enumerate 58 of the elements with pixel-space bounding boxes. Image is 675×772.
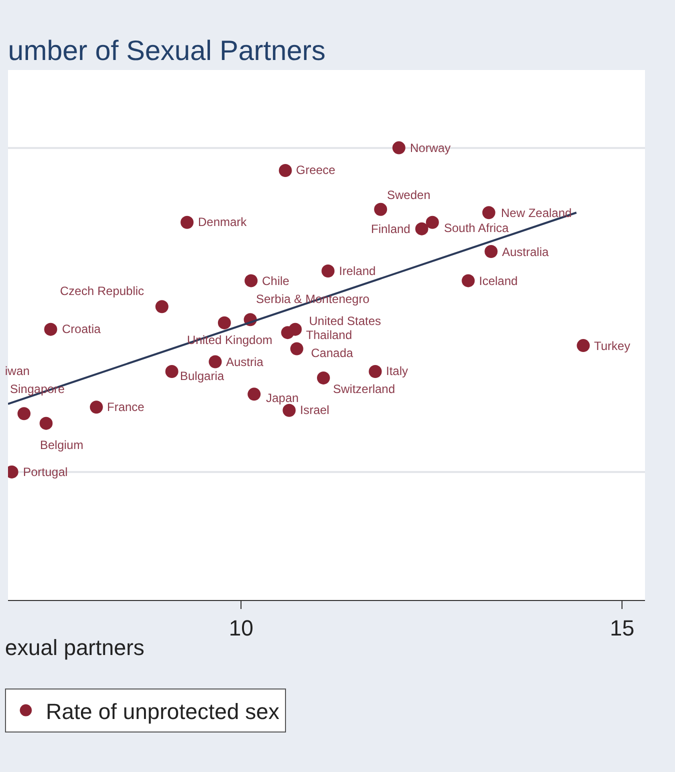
point	[180, 216, 194, 229]
point	[415, 222, 428, 236]
point	[18, 407, 30, 420]
x-axis-title: exual partners	[5, 635, 144, 660]
annotation: Croatia	[62, 322, 102, 336]
point	[218, 316, 231, 330]
annotation: South Africa	[444, 221, 510, 235]
point	[165, 364, 178, 378]
annotation: Switzerland	[333, 382, 396, 396]
annotation: United States	[309, 314, 382, 328]
annotation: Israel	[300, 403, 330, 417]
point	[90, 400, 103, 414]
annotation: iwan	[5, 364, 30, 378]
point	[290, 342, 304, 356]
annotation: Bulgaria	[180, 369, 224, 383]
point	[248, 388, 261, 401]
annotation: Canada	[311, 346, 354, 360]
annotation: Finland	[371, 222, 410, 236]
point	[482, 206, 496, 220]
point	[322, 264, 335, 278]
point	[282, 404, 296, 417]
point	[392, 141, 406, 154]
point	[576, 339, 590, 352]
point	[208, 355, 222, 368]
annotation: Austria	[226, 355, 264, 369]
chart-title: umber of Sexual Partners	[8, 34, 326, 66]
point	[484, 245, 498, 258]
annotation: Chile	[262, 274, 290, 288]
point	[244, 274, 258, 288]
legend-label: Rate of unprotected sex	[46, 698, 280, 724]
annotation: Australia	[502, 245, 550, 259]
point	[368, 364, 382, 378]
annotation: Greece	[296, 163, 336, 177]
annotation: Czech Republic	[60, 284, 144, 298]
point	[278, 164, 292, 177]
annotation: Japan	[266, 391, 299, 405]
annotation: New Zealand	[501, 206, 572, 220]
point	[155, 300, 168, 314]
point	[374, 202, 388, 216]
annotation: Italy	[386, 364, 408, 378]
annotation: Portugal	[23, 465, 68, 479]
x-tick-label: 15	[610, 615, 634, 640]
point	[426, 216, 439, 229]
annotation: Iceland	[479, 274, 518, 288]
annotation: Ireland	[339, 264, 376, 278]
annotation: Belgium	[40, 438, 84, 452]
point	[281, 326, 294, 340]
annotation: Sweden	[387, 188, 430, 202]
point	[44, 322, 58, 336]
annotation: Norway	[410, 141, 451, 155]
point	[40, 416, 53, 430]
annotation: Denmark	[198, 215, 248, 229]
annotation: France	[107, 400, 145, 414]
x-tick-label: 10	[228, 615, 254, 640]
point	[316, 371, 330, 384]
annotation: Turkey	[594, 339, 630, 353]
point	[462, 274, 475, 288]
annotation: Thailand	[306, 328, 352, 342]
